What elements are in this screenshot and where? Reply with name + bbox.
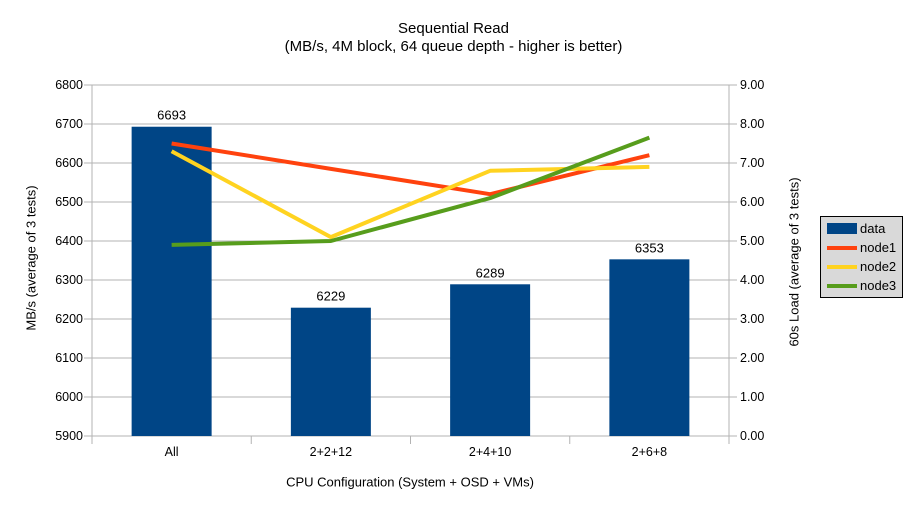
- left-axis-tick-label: 6700: [55, 117, 83, 131]
- legend: data node1 node2 node3: [820, 216, 903, 298]
- right-axis-tick-label: 2.00: [740, 351, 764, 365]
- legend-swatch-node3: [827, 283, 857, 288]
- right-axis-tick-label: 5.00: [740, 234, 764, 248]
- chart-subtitle: (MB/s, 4M block, 64 queue depth - higher…: [284, 38, 623, 55]
- bar: [290, 307, 371, 436]
- legend-item-node2: node2: [827, 257, 902, 276]
- line-node3: [171, 135, 651, 247]
- bar: [450, 284, 531, 436]
- bar-value-label: 6289: [476, 265, 505, 280]
- right-axis-tick-label: 1.00: [740, 390, 764, 404]
- x-category-label: 2+2+12: [310, 445, 352, 459]
- left-axis-tick-label: 6500: [55, 195, 83, 209]
- legend-item-node1: node1: [827, 238, 902, 257]
- right-axis-tick-label: 9.00: [740, 78, 764, 92]
- legend-label: node1: [860, 240, 897, 255]
- right-axis-tick-label: 3.00: [740, 312, 764, 326]
- right-axis-tick-label: 8.00: [740, 117, 764, 131]
- bar-value-label: 6229: [316, 289, 345, 304]
- left-axis-tick-label: 5900: [55, 429, 83, 443]
- right-axis-tick-label: 4.00: [740, 273, 764, 287]
- legend-swatch-node2: [827, 264, 857, 269]
- chart-title: Sequential Read: [398, 20, 509, 37]
- left-axis-tick-label: 6800: [55, 78, 83, 92]
- left-axis-tick-label: 6400: [55, 234, 83, 248]
- x-category-label: 2+4+10: [469, 445, 511, 459]
- bar: [131, 126, 212, 436]
- legend-swatch-node1: [827, 245, 857, 250]
- bar: [609, 259, 690, 436]
- legend-label: data: [860, 221, 886, 236]
- legend-label: node3: [860, 278, 897, 293]
- legend-swatch-data: [827, 223, 857, 234]
- right-axis-tick-label: 6.00: [740, 195, 764, 209]
- x-category-label: 2+6+8: [632, 445, 668, 459]
- legend-item-data: data: [827, 219, 902, 238]
- legend-item-node3: node3: [827, 276, 902, 295]
- bar-value-label: 6693: [157, 108, 186, 123]
- x-category-label: All: [165, 445, 179, 459]
- x-axis-title: CPU Configuration (System + OSD + VMs): [286, 474, 534, 490]
- left-axis-tick-label: 6600: [55, 156, 83, 170]
- left-axis-tick-label: 6300: [55, 273, 83, 287]
- bar-value-label: 6353: [635, 240, 664, 255]
- right-axis-tick-label: 0.00: [740, 429, 764, 443]
- left-axis-tick-label: 6100: [55, 351, 83, 365]
- left-axis-tick-label: 6200: [55, 312, 83, 326]
- legend-label: node2: [860, 259, 897, 274]
- left-axis-tick-label: 6000: [55, 390, 83, 404]
- right-axis-tick-label: 7.00: [740, 156, 764, 170]
- line-node1: [171, 141, 650, 197]
